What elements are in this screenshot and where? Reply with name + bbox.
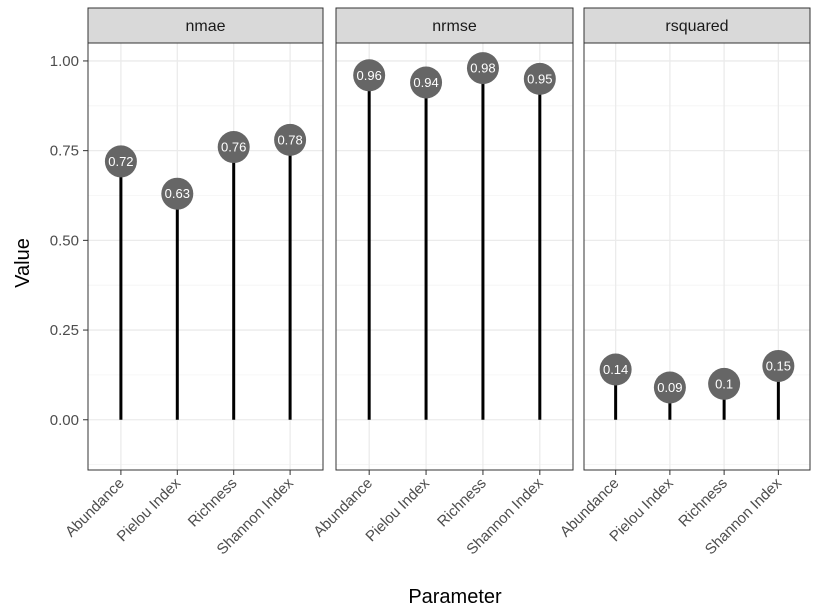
panel-background xyxy=(583,42,811,471)
lollipop-point xyxy=(708,367,741,400)
panel-strip xyxy=(87,7,324,44)
lollipop-point xyxy=(217,131,250,164)
lollipop-point xyxy=(523,62,556,95)
y-axis-title: Value xyxy=(12,238,34,288)
panel-strip xyxy=(335,7,574,44)
x-tick-label: Richness xyxy=(675,475,731,531)
panel-background xyxy=(335,42,574,471)
y-tick-label: 0.75 xyxy=(50,143,79,160)
data-label: 0.63 xyxy=(165,186,190,201)
lollipop-point xyxy=(353,59,386,92)
y-axis: 0.00 0.25 0.50 0.75 1.00 xyxy=(50,53,88,429)
lollipop-point xyxy=(274,123,307,156)
x-tick-label: Richness xyxy=(434,475,490,531)
x-axis-title: Parameter xyxy=(408,586,502,607)
data-label: 0.14 xyxy=(603,362,628,377)
lollipop-point xyxy=(599,353,632,386)
data-label: 0.76 xyxy=(221,140,246,155)
y-tick-label: 0.00 xyxy=(50,412,79,429)
panel-border xyxy=(335,42,574,471)
panel-strip xyxy=(583,7,811,44)
data-label: 0.95 xyxy=(527,71,552,86)
data-label: 0.96 xyxy=(357,68,382,83)
data-label: 0.1 xyxy=(715,376,733,391)
x-tick-label: Richness xyxy=(185,475,241,531)
panel-strip-label: nmae xyxy=(185,18,225,35)
panel-border xyxy=(87,42,324,471)
lollipop-point xyxy=(161,177,194,210)
lollipop-point xyxy=(104,145,137,178)
y-tick-label: 0.50 xyxy=(50,232,79,249)
data-label: 0.94 xyxy=(413,75,438,90)
panel-border xyxy=(583,42,811,471)
lollipop-point xyxy=(410,66,443,99)
panel-strip-label: nrmse xyxy=(432,18,477,35)
y-tick-label: 1.00 xyxy=(50,53,79,70)
panel-strip-label: rsquared xyxy=(665,18,728,35)
data-label: 0.09 xyxy=(657,380,682,395)
lollipop-point xyxy=(762,349,795,382)
lollipop-point xyxy=(466,52,499,85)
data-label: 0.78 xyxy=(277,132,302,147)
data-label: 0.15 xyxy=(766,358,791,373)
data-label: 0.72 xyxy=(108,154,133,169)
panel-background xyxy=(87,42,324,471)
data-label: 0.98 xyxy=(470,61,495,76)
lollipop-point xyxy=(653,371,686,404)
y-tick-label: 0.25 xyxy=(50,322,79,339)
